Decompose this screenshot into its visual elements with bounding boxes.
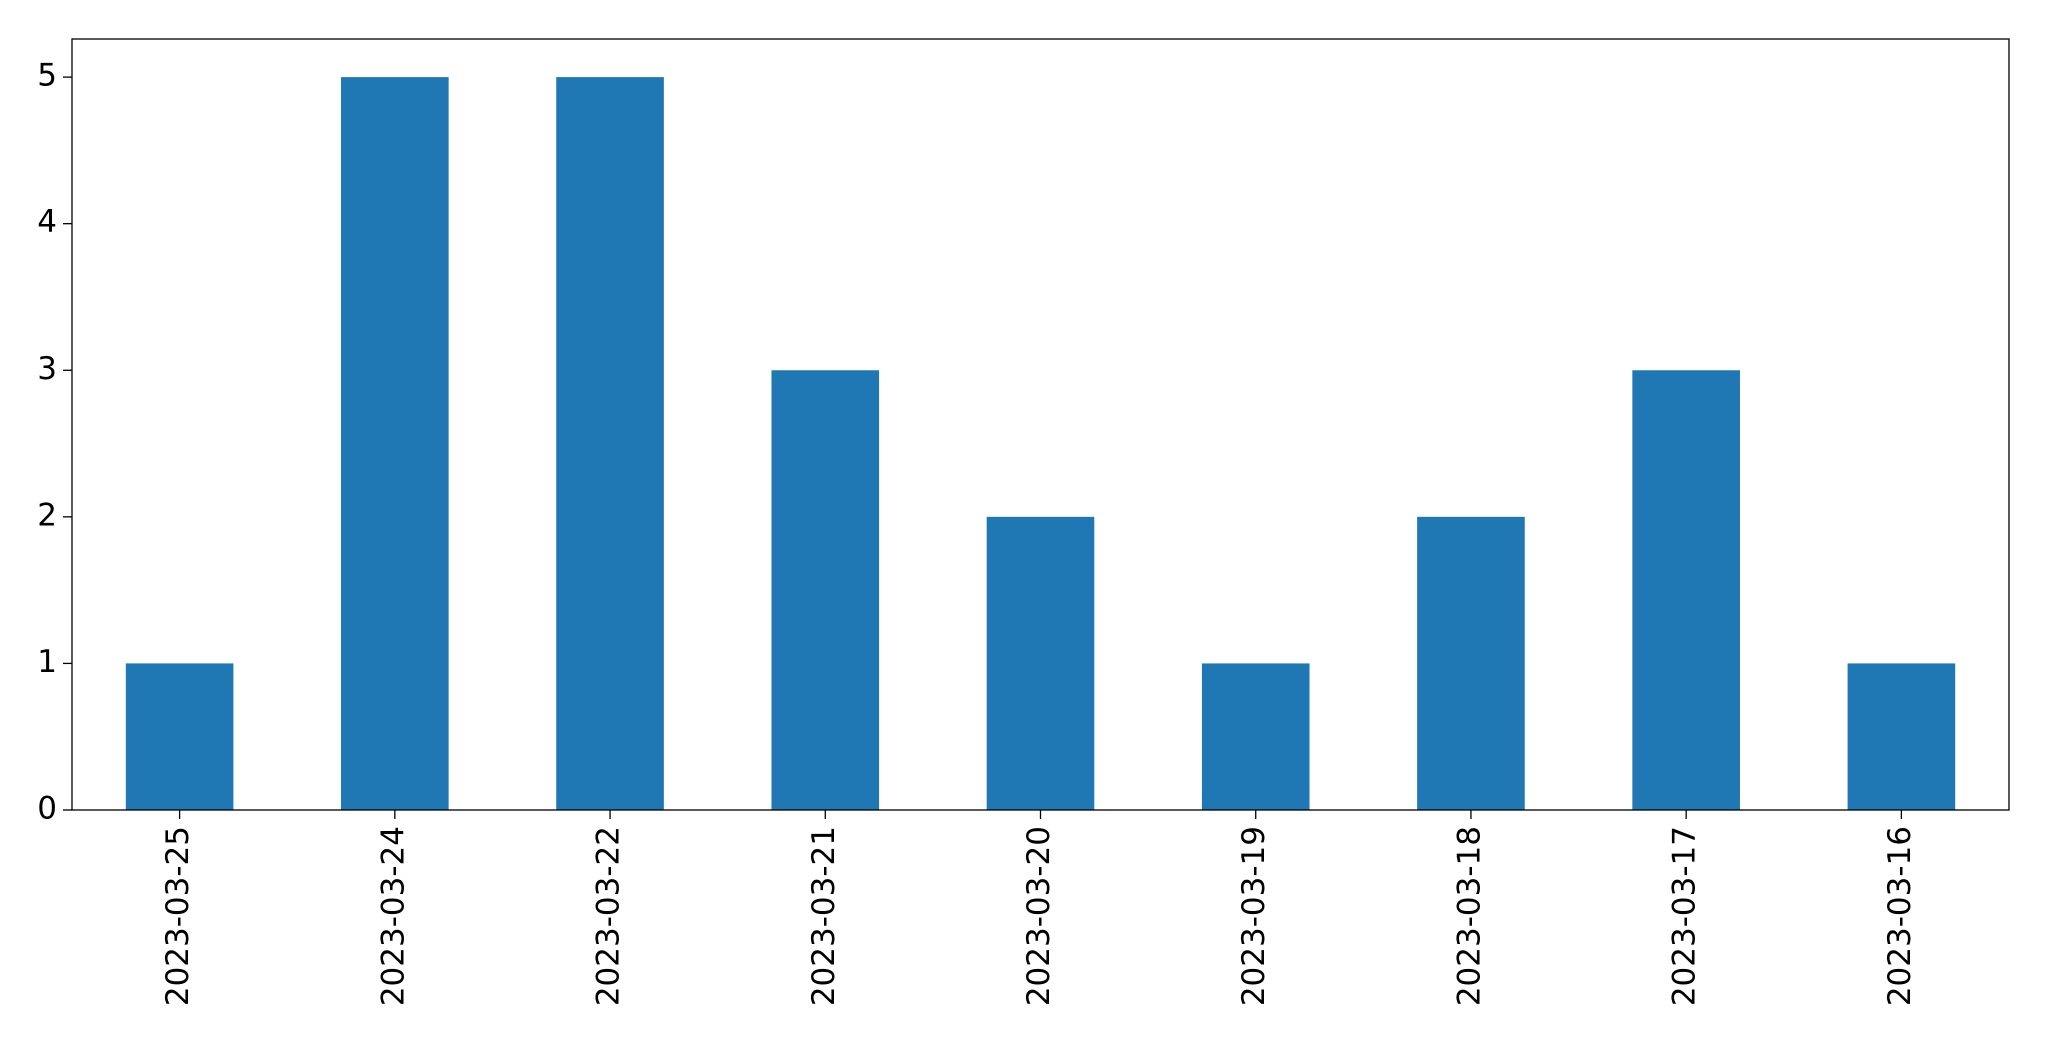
bar <box>1847 663 1956 810</box>
x-tick-label: 2023-03-20 <box>1021 826 1057 1006</box>
x-tick-label: 2023-03-18 <box>1451 826 1487 1006</box>
x-tick-label: 2023-03-17 <box>1667 826 1703 1006</box>
bar <box>556 77 664 810</box>
bar <box>1201 663 1310 810</box>
y-tick-label: 0 <box>37 791 57 827</box>
x-tick-label: 2023-03-22 <box>591 826 627 1006</box>
bar <box>125 663 234 810</box>
y-tick-label: 4 <box>37 204 57 240</box>
bar <box>341 77 449 810</box>
bar <box>771 370 880 810</box>
x-tick-label: 2023-03-19 <box>1236 826 1272 1006</box>
x-tick-label: 2023-03-24 <box>375 826 411 1006</box>
y-tick-label: 2 <box>37 497 57 533</box>
y-tick-label: 1 <box>37 644 57 680</box>
x-tick-label: 2023-03-25 <box>160 826 196 1006</box>
bar <box>986 516 1095 810</box>
y-tick-label: 3 <box>37 351 57 387</box>
x-tick-label: 2023-03-16 <box>1882 826 1918 1006</box>
x-tick-label: 2023-03-21 <box>806 826 842 1006</box>
bar <box>1632 370 1740 810</box>
y-tick-label: 5 <box>37 58 57 94</box>
plot-frame <box>71 38 2010 811</box>
bar <box>1417 516 1525 810</box>
